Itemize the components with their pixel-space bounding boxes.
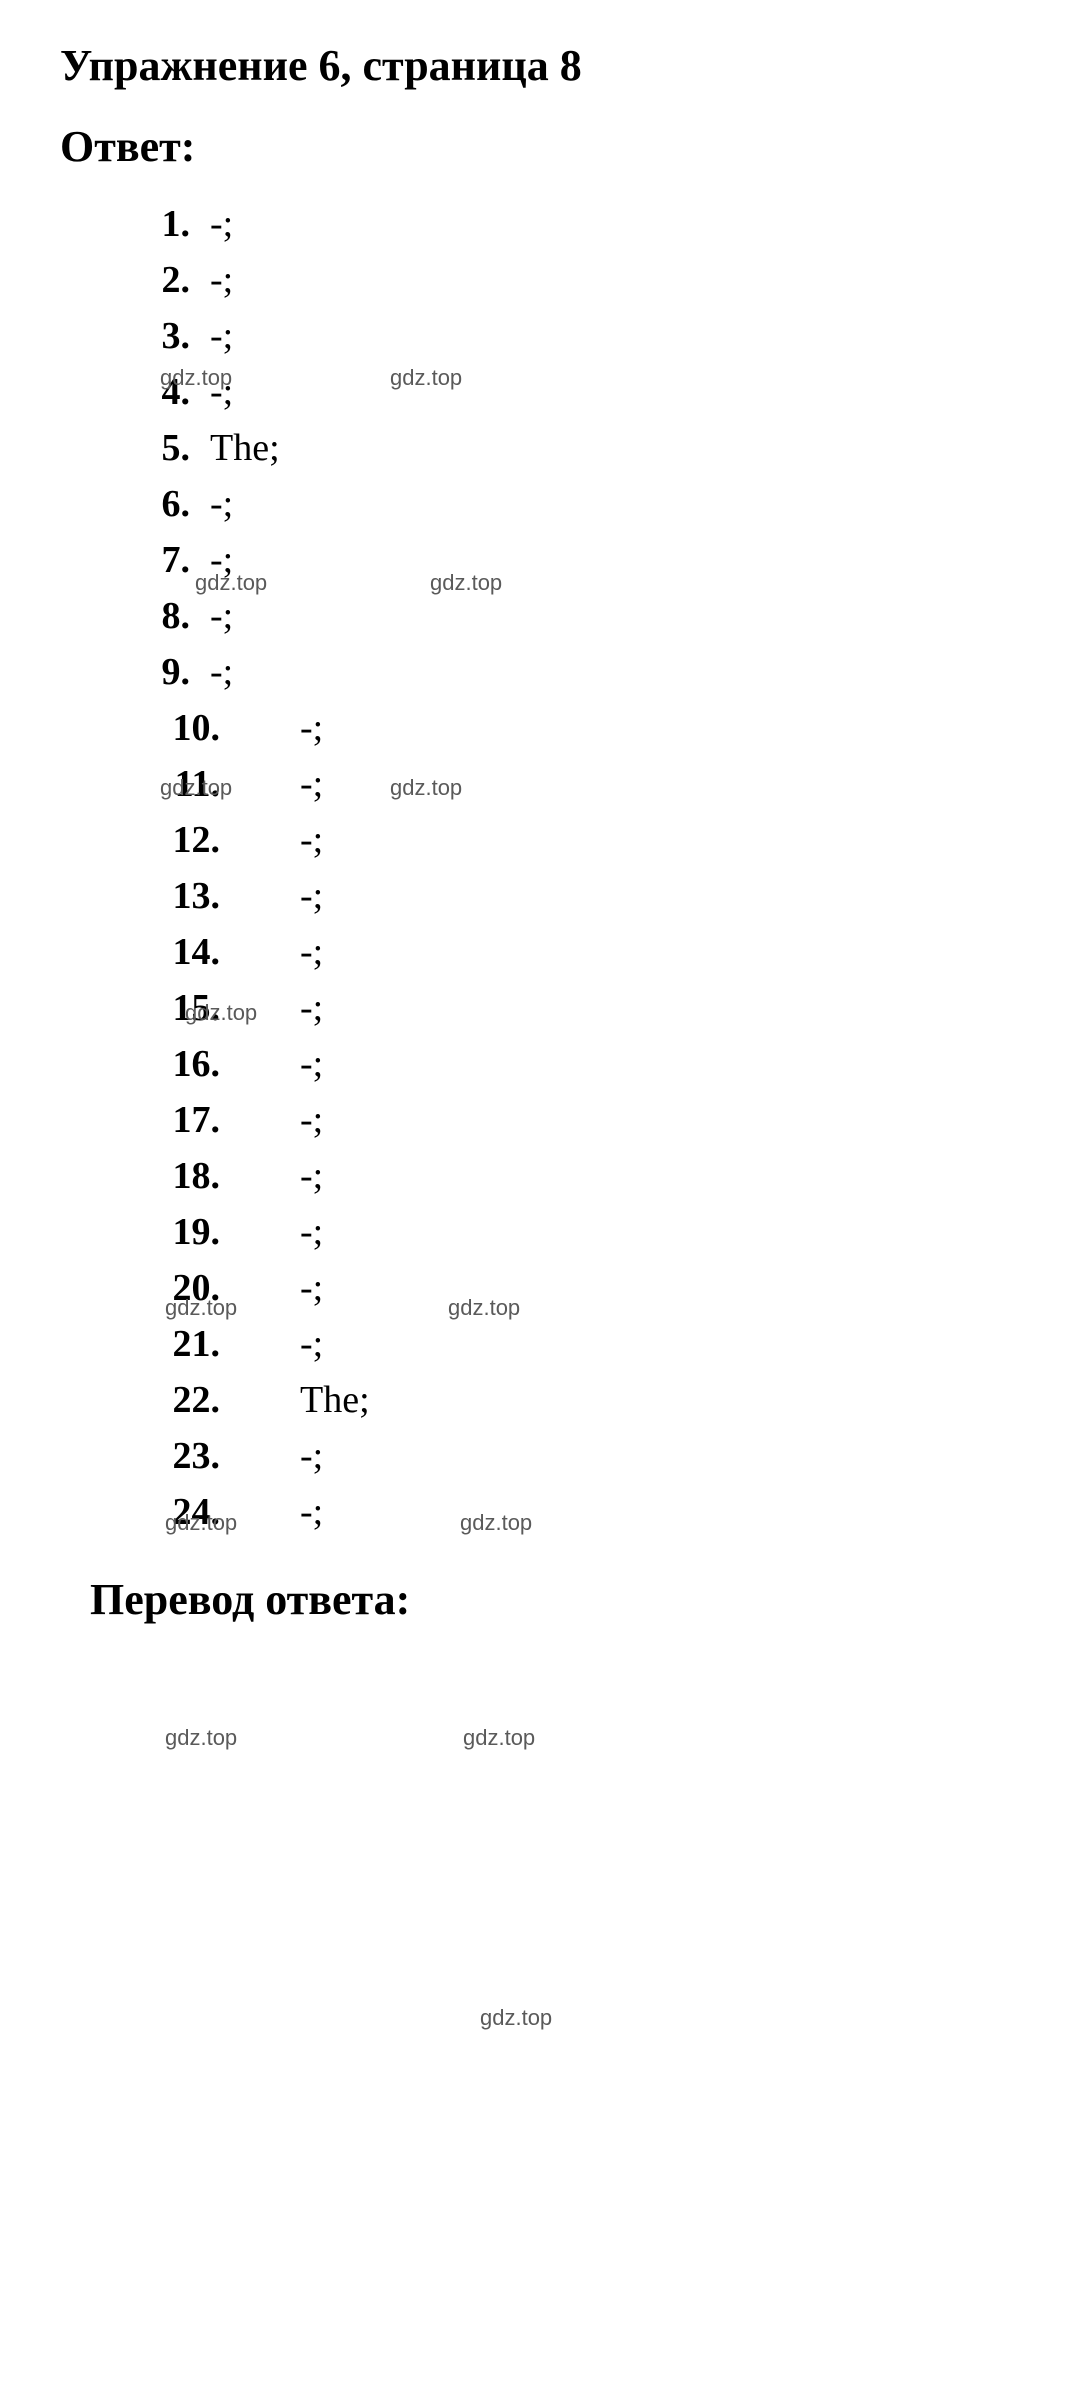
list-item: 11.-; [120,762,1023,806]
watermark-text: gdz.top [165,1725,237,1751]
list-item-value: -; [210,258,233,302]
list-item-number: 4. [120,370,210,414]
list-item: 8.-; [120,594,1023,638]
list-item-number: 11. [120,762,240,806]
list-item-value: -; [240,930,323,974]
list-item: 16.-; [120,1042,1023,1086]
list-item: 14.-; [120,930,1023,974]
list-item-number: 14. [120,930,240,974]
list-item-number: 20. [120,1266,240,1310]
list-item: 23.-; [120,1434,1023,1478]
list-item-value: -; [240,1098,323,1142]
list-item: 22.The; [120,1378,1023,1422]
page-title: Упражнение 6, страница 8 [60,40,1023,91]
list-item-number: 12. [120,818,240,862]
list-item-number: 23. [120,1434,240,1478]
list-item-value: -; [240,1490,323,1534]
list-item-value: -; [210,314,233,358]
list-item: 15.-; [120,986,1023,1030]
list-item-value: -; [240,1154,323,1198]
list-item-value: -; [240,1322,323,1366]
list-item-number: 13. [120,874,240,918]
list-item: 18.-; [120,1154,1023,1198]
list-item-value: -; [210,482,233,526]
list-item-number: 6. [120,482,210,526]
list-item-number: 7. [120,538,210,582]
list-item: 17.-; [120,1098,1023,1142]
list-item-number: 8. [120,594,210,638]
translation-label: Перевод ответа: [60,1574,1023,1625]
list-item: 19.-; [120,1210,1023,1254]
list-item-number: 9. [120,650,210,694]
list-item-value: -; [210,202,233,246]
list-item-value: -; [240,1434,323,1478]
list-item: 1.-; [120,202,1023,246]
list-item-number: 10. [120,706,240,750]
list-item-value: -; [240,986,323,1030]
list-item-number: 1. [120,202,210,246]
list-item-value: -; [240,706,323,750]
list-item-value: -; [240,762,323,806]
list-item: 7.-; [120,538,1023,582]
list-item-number: 17. [120,1098,240,1142]
watermark-text: gdz.top [480,2005,552,2031]
list-item: 13.-; [120,874,1023,918]
list-item: 12.-; [120,818,1023,862]
list-item-value: The; [240,1378,370,1422]
list-item: 24.-; [120,1490,1023,1534]
list-item-value: -; [210,370,233,414]
watermark-text: gdz.top [463,1725,535,1751]
list-item-number: 16. [120,1042,240,1086]
list-item-value: -; [210,594,233,638]
list-item-number: 21. [120,1322,240,1366]
list-item-value: -; [240,1210,323,1254]
list-item-value: -; [240,1042,323,1086]
list-item-value: -; [210,650,233,694]
list-item: 21.-; [120,1322,1023,1366]
list-item-number: 18. [120,1154,240,1198]
list-item: 10.-; [120,706,1023,750]
list-item-value: -; [240,818,323,862]
list-item-value: The; [210,426,280,470]
list-item-number: 19. [120,1210,240,1254]
list-item: 2.-; [120,258,1023,302]
list-item-number: 3. [120,314,210,358]
list-item: 4.-; [120,370,1023,414]
answer-list: 1.-;2.-;3.-;4.-;5.The;6.-;7.-;8.-;9.-;10… [60,202,1023,1534]
list-item-number: 22. [120,1378,240,1422]
list-item-value: -; [240,874,323,918]
list-item: 20.-; [120,1266,1023,1310]
list-item-number: 15. [120,986,240,1030]
list-item: 3.-; [120,314,1023,358]
list-item-value: -; [240,1266,323,1310]
list-item-number: 2. [120,258,210,302]
list-item: 5.The; [120,426,1023,470]
list-item-number: 5. [120,426,210,470]
list-item: 6.-; [120,482,1023,526]
answer-label: Ответ: [60,121,1023,172]
list-item: 9.-; [120,650,1023,694]
list-item-number: 24. [120,1490,240,1534]
list-item-value: -; [210,538,233,582]
